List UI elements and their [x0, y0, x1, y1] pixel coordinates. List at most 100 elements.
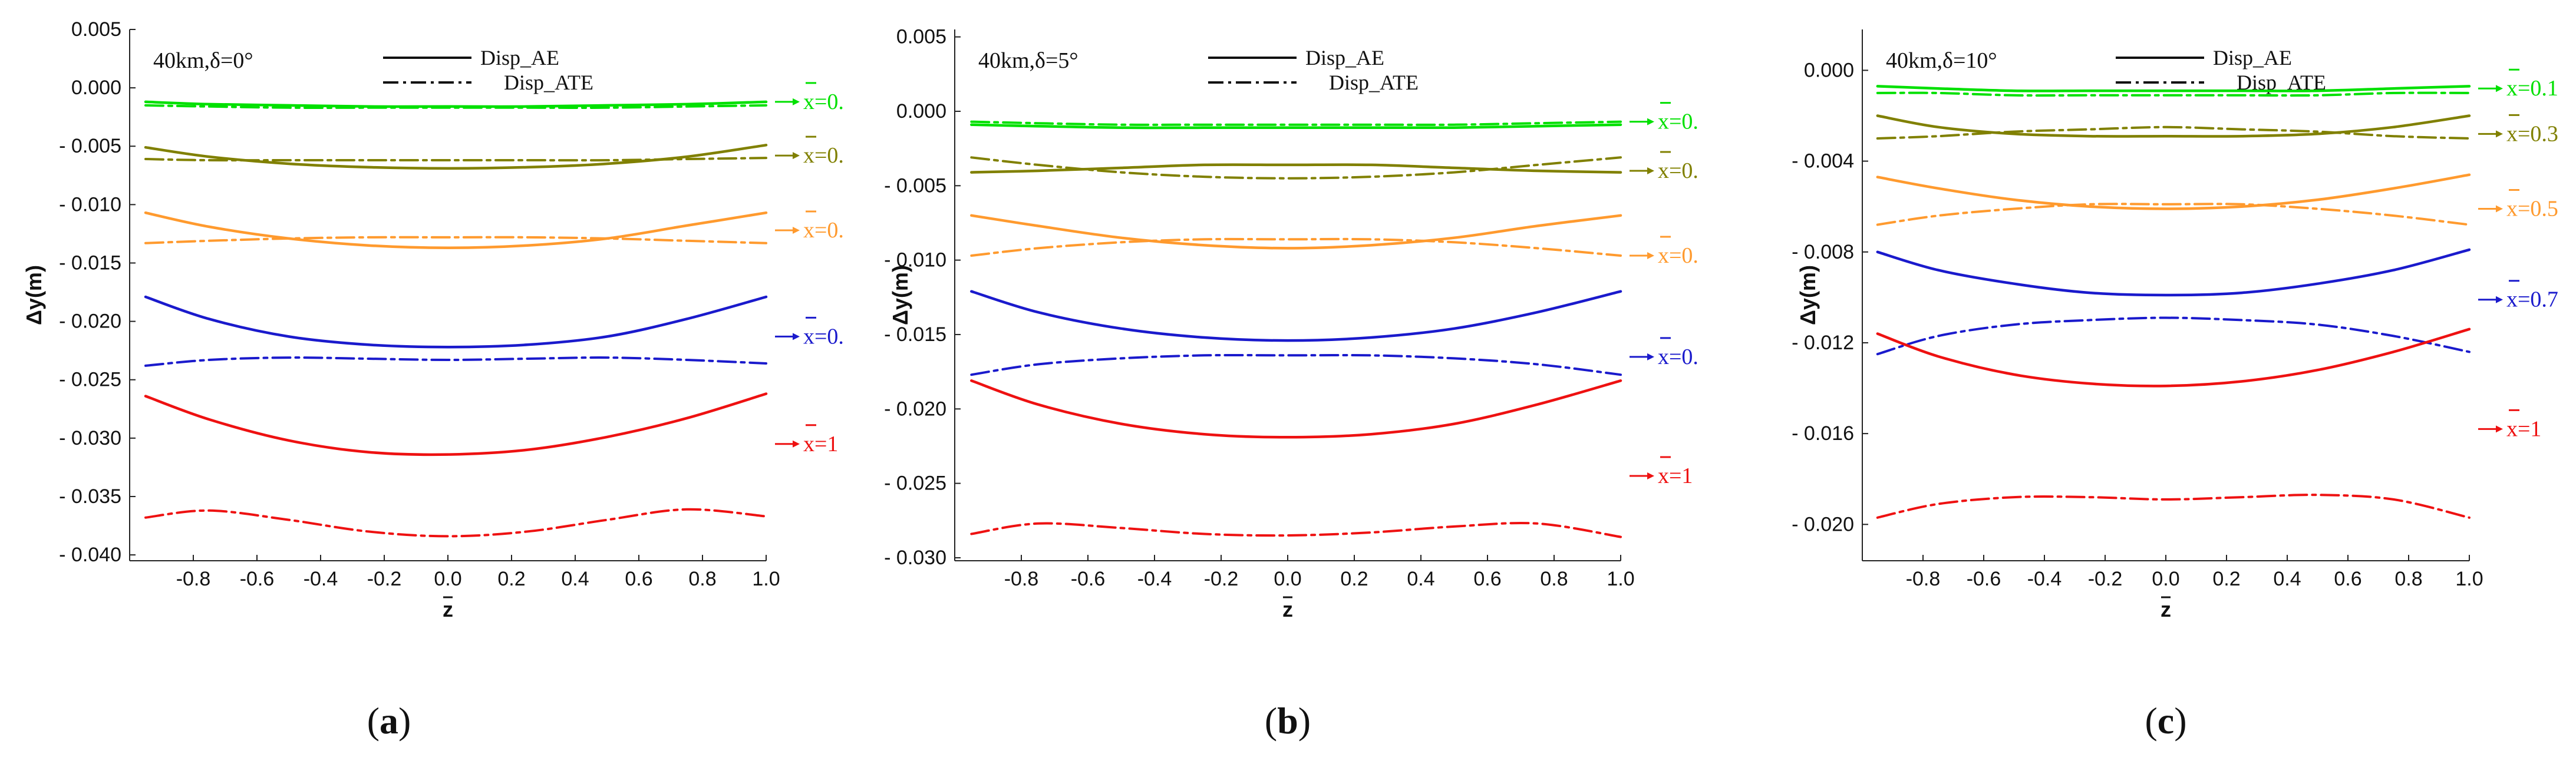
y-tick-label: - 0.012 [1792, 332, 1854, 354]
series-line-8 [144, 392, 768, 456]
x-tick-label: -0.2 [2088, 568, 2123, 590]
y-axis-label: Δy(m) [22, 265, 46, 325]
y-tick-label: - 0.020 [1792, 513, 1854, 535]
series-line-6 [1876, 248, 2471, 297]
curve-annotation: x=0.1 [2506, 76, 2558, 101]
annotation-arrowhead [2496, 130, 2503, 138]
y-axis-label: Δy(m) [1796, 265, 1820, 325]
y-tick-label: - 0.008 [1792, 241, 1854, 263]
annotation-arrowhead [2496, 205, 2503, 213]
chart-panel-b: 0.005 0.000 - 0.005 - 0.010 - 0.015 - 0.020 - … [884, 26, 1698, 742]
curve-annotation: x=0. [1658, 243, 1698, 268]
curve-annotation: x=0.5 [2506, 197, 2558, 221]
x-tick-label: 1.0 [2455, 568, 2483, 590]
y-tick-label: - 0.010 [59, 193, 121, 216]
x-tick-label: 0.0 [1274, 568, 1301, 590]
curve-annotation: x=0. [1658, 110, 1698, 134]
series-line-7 [144, 356, 767, 367]
annotation-arrowhead [1647, 167, 1654, 175]
curve-annotation: x=0. [803, 90, 844, 114]
y-tick-label: - 0.035 [59, 485, 121, 508]
y-tick-label: - 0.015 [59, 252, 121, 274]
curve-annotation: x=0. [1658, 158, 1698, 183]
series-line-9 [1876, 494, 2471, 519]
chart-title: 40km,δ=0° [153, 48, 253, 73]
y-tick-label: 0.000 [71, 77, 121, 99]
x-tick-label: 0.8 [2394, 568, 2422, 590]
annotation-arrowhead [1647, 118, 1654, 125]
chart-title: 40km,δ=10° [1886, 48, 1997, 73]
chart-title: 40km,δ=5° [978, 48, 1078, 73]
y-tick-label: - 0.025 [59, 369, 121, 391]
annotation-arrowhead [2496, 296, 2503, 303]
panel-caption: (a) [367, 700, 411, 742]
series-line-4 [1876, 173, 2471, 210]
panel-caption-letter: a [380, 700, 398, 742]
series-line-7 [1876, 316, 2471, 356]
x-tick-label: -0.6 [1967, 568, 2001, 590]
panel-caption: (c) [2145, 700, 2186, 742]
series-line-7 [970, 353, 1622, 376]
annotation-arrowhead [2496, 85, 2503, 92]
series-line-4 [970, 214, 1622, 250]
annotation-arrowhead [793, 440, 800, 448]
curve-annotation: x=0. [803, 143, 844, 168]
x-tick-label: -0.2 [1204, 568, 1239, 590]
x-tick-label: -0.6 [1071, 568, 1106, 590]
series-line-9 [970, 521, 1622, 538]
y-tick-label: - 0.005 [59, 135, 121, 157]
x-tick-label: 0.8 [688, 568, 716, 590]
x-tick-label: 0.8 [1540, 568, 1568, 590]
y-axis-label: Δy(m) [888, 265, 912, 325]
x-tick-label: 0.6 [625, 568, 652, 590]
curve-annotation: x=0. [803, 324, 844, 349]
series-line-0 [970, 123, 1622, 130]
y-tick-label: - 0.025 [884, 472, 946, 495]
annotation-arrowhead [793, 333, 800, 340]
y-tick-label: 0.000 [896, 100, 946, 123]
curve-annotation: x=0. [803, 218, 844, 243]
series-line-2 [144, 144, 768, 170]
x-tick-label: -0.8 [176, 568, 211, 590]
x-tick-label: 0.6 [2334, 568, 2361, 590]
series-line-8 [1876, 327, 2471, 388]
series-line-4 [144, 211, 768, 249]
y-tick-label: - 0.016 [1792, 422, 1854, 445]
x-tick-label: -0.2 [367, 568, 402, 590]
x-tick-label: 0.0 [2152, 568, 2179, 590]
legend-label: Disp_AE [1305, 46, 1384, 70]
y-tick-label: - 0.030 [59, 427, 121, 449]
chart-panel-a: 0.005 0.000 - 0.005 - 0.010 - 0.015 - 0.020 - … [22, 18, 844, 742]
x-tick-label: 0.2 [497, 568, 525, 590]
x-tick-label: 0.4 [1407, 568, 1434, 590]
x-tick-label: 0.4 [561, 568, 589, 590]
legend-label: Disp_ATE [1329, 71, 1419, 94]
series-line-6 [144, 295, 768, 349]
x-tick-label: 0.4 [2273, 568, 2301, 590]
x-tick-label: 0.2 [1340, 568, 1368, 590]
series-line-5 [970, 237, 1622, 257]
legend-label: Disp_AE [480, 46, 559, 70]
x-tick-label: -0.4 [304, 568, 338, 590]
curve-annotation: x=1 [2506, 416, 2541, 441]
y-tick-label: 0.005 [896, 26, 946, 48]
chart-panel-c: 0.000 - 0.004 - 0.008 - 0.012 - 0.016 - 0.020… [1792, 29, 2558, 742]
panel-caption-letter: b [1277, 700, 1298, 742]
x-tick-label: 0.6 [1473, 568, 1501, 590]
series-line-0 [1876, 85, 2471, 92]
series-line-8 [970, 379, 1622, 439]
series-line-1 [144, 104, 767, 109]
series-line-1 [970, 120, 1622, 126]
annotation-arrowhead [793, 226, 800, 234]
x-tick-label: -0.4 [1137, 568, 1172, 590]
series-line-2 [1876, 114, 2471, 138]
annotation-arrowhead [2496, 425, 2503, 433]
curve-annotation: x=0. [1658, 345, 1698, 369]
y-tick-label: - 0.010 [884, 249, 946, 272]
x-tick-label: 0.0 [434, 568, 461, 590]
x-axis-label: z [1282, 597, 1293, 621]
x-axis-label: z [2161, 597, 2171, 621]
y-tick-label: - 0.040 [59, 544, 121, 566]
x-tick-label: 0.2 [2212, 568, 2240, 590]
